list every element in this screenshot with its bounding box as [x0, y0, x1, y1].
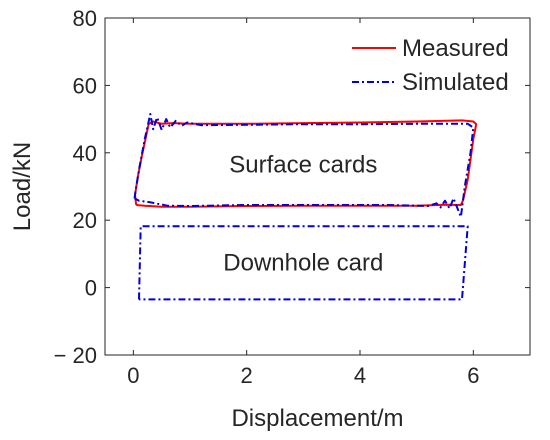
- y-tick-label: 0: [85, 276, 97, 301]
- y-tick-label: 80: [73, 6, 97, 31]
- axes-box: [104, 17, 531, 356]
- legend-label: Measured: [402, 35, 509, 62]
- annotations: Surface cards Downhole card: [223, 152, 383, 277]
- series-line-2: [133, 113, 475, 218]
- x-tick-label: 6: [467, 363, 479, 388]
- x-axis-label: Displacement/m: [231, 405, 403, 432]
- axes: 0 2 4 6 − 20 0 20 40 60 80: [54, 6, 531, 388]
- plot-lines: [133, 113, 478, 301]
- y-tick-label: 40: [73, 141, 97, 166]
- x-tick-label: 4: [354, 363, 366, 388]
- y-tick-label: 20: [73, 208, 97, 233]
- x-tick-label: 0: [127, 363, 139, 388]
- y-tick-label: 60: [73, 73, 97, 98]
- y-axis-label: Load/kN: [9, 142, 36, 231]
- chart-annotation: Surface cards: [229, 152, 377, 179]
- legend: Measured Simulated: [352, 35, 509, 96]
- x-tick-label: 2: [241, 363, 253, 388]
- y-tick-label: − 20: [54, 343, 97, 368]
- series-line-3: [138, 225, 469, 301]
- chart-annotation: Downhole card: [223, 249, 383, 276]
- legend-label: Simulated: [402, 69, 509, 96]
